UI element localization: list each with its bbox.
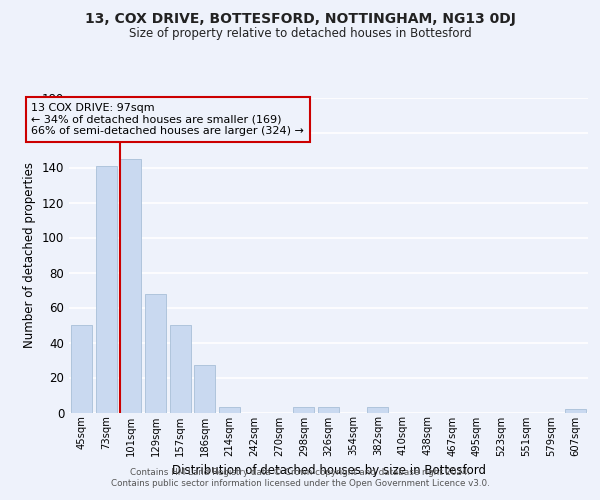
Bar bbox=[170, 325, 191, 412]
Text: Contains HM Land Registry data © Crown copyright and database right 2024.
Contai: Contains HM Land Registry data © Crown c… bbox=[110, 468, 490, 487]
Bar bbox=[120, 159, 141, 412]
Bar bbox=[71, 325, 92, 412]
Y-axis label: Number of detached properties: Number of detached properties bbox=[23, 162, 36, 348]
Bar bbox=[367, 407, 388, 412]
Text: 13 COX DRIVE: 97sqm
← 34% of detached houses are smaller (169)
66% of semi-detac: 13 COX DRIVE: 97sqm ← 34% of detached ho… bbox=[31, 103, 304, 136]
Bar bbox=[194, 365, 215, 412]
Text: Size of property relative to detached houses in Bottesford: Size of property relative to detached ho… bbox=[128, 28, 472, 40]
Bar bbox=[95, 166, 116, 412]
Bar bbox=[145, 294, 166, 412]
X-axis label: Distribution of detached houses by size in Bottesford: Distribution of detached houses by size … bbox=[172, 464, 485, 477]
Bar bbox=[219, 407, 240, 412]
Bar bbox=[293, 407, 314, 412]
Bar bbox=[318, 407, 339, 412]
Bar bbox=[565, 409, 586, 412]
Text: 13, COX DRIVE, BOTTESFORD, NOTTINGHAM, NG13 0DJ: 13, COX DRIVE, BOTTESFORD, NOTTINGHAM, N… bbox=[85, 12, 515, 26]
